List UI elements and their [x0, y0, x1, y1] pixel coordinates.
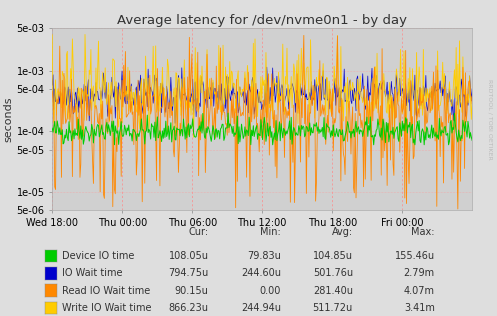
Text: Max:: Max:	[412, 227, 435, 237]
Text: Read IO Wait time: Read IO Wait time	[62, 286, 151, 296]
Text: 501.76u: 501.76u	[313, 268, 353, 278]
Text: Min:: Min:	[260, 227, 281, 237]
Y-axis label: seconds: seconds	[3, 97, 13, 142]
Text: RRDTOOL / TOBI OETIKER: RRDTOOL / TOBI OETIKER	[487, 79, 492, 160]
Text: 108.05u: 108.05u	[169, 251, 209, 261]
Text: 4.07m: 4.07m	[404, 286, 435, 296]
Text: Cur:: Cur:	[189, 227, 209, 237]
Text: 866.23u: 866.23u	[169, 303, 209, 313]
Text: 244.94u: 244.94u	[241, 303, 281, 313]
Text: 155.46u: 155.46u	[395, 251, 435, 261]
Text: 104.85u: 104.85u	[313, 251, 353, 261]
Text: 511.72u: 511.72u	[313, 303, 353, 313]
Text: Write IO Wait time: Write IO Wait time	[62, 303, 152, 313]
Text: Avg:: Avg:	[331, 227, 353, 237]
Text: 0.00: 0.00	[259, 286, 281, 296]
Text: 90.15u: 90.15u	[175, 286, 209, 296]
Text: 281.40u: 281.40u	[313, 286, 353, 296]
Text: 3.41m: 3.41m	[404, 303, 435, 313]
Text: Device IO time: Device IO time	[62, 251, 135, 261]
Text: 794.75u: 794.75u	[168, 268, 209, 278]
Text: IO Wait time: IO Wait time	[62, 268, 123, 278]
Text: 244.60u: 244.60u	[241, 268, 281, 278]
Title: Average latency for /dev/nvme0n1 - by day: Average latency for /dev/nvme0n1 - by da…	[117, 14, 407, 27]
Text: 79.83u: 79.83u	[247, 251, 281, 261]
Text: 2.79m: 2.79m	[404, 268, 435, 278]
